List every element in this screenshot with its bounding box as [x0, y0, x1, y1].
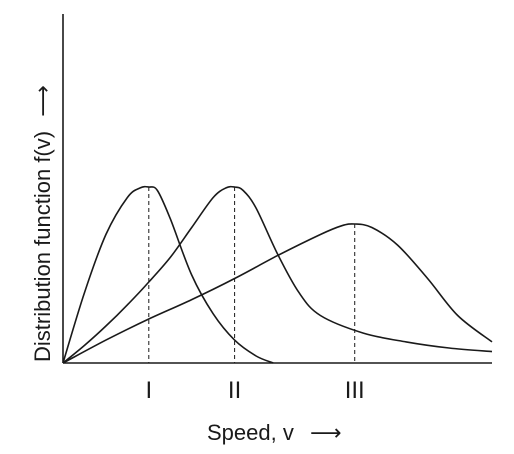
x-axis-arrow: ⟶ [310, 420, 342, 445]
curve-1 [62, 185, 274, 364]
curves [62, 185, 493, 364]
tick-label-2: II [228, 377, 241, 404]
x-axis-title: Speed, v [207, 420, 294, 445]
peak-markers [148, 187, 356, 363]
tick-labels: I II III [145, 377, 364, 404]
tick-label-3: III [345, 377, 365, 404]
y-axis-title: Distribution function f(v) [30, 131, 55, 362]
curve-3 [62, 223, 493, 364]
y-axis-label: Distribution function f(v) ⟶ [30, 85, 55, 362]
x-axis-label: Speed, v ⟶ [207, 420, 342, 445]
y-axis-arrow: ⟶ [30, 85, 55, 117]
curve-2 [62, 185, 493, 364]
tick-label-1: I [145, 377, 152, 404]
axes [62, 14, 492, 364]
